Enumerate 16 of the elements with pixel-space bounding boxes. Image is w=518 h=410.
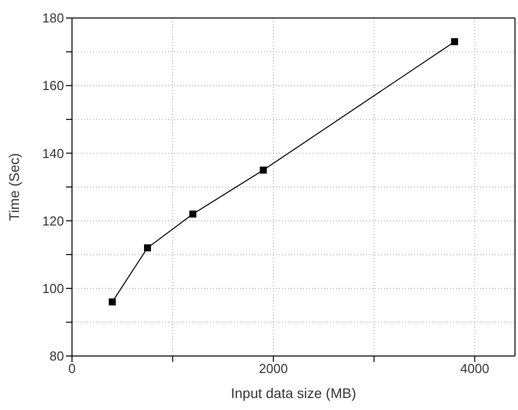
x-tick-label: 0 (68, 361, 76, 376)
y-tick-label: 80 (50, 348, 64, 364)
point (260, 166, 267, 174)
x-tick-label: 4000 (460, 361, 490, 376)
y-tick-label: 180 (42, 10, 64, 26)
point (189, 210, 196, 218)
point (108, 298, 116, 306)
x-tick-label: 2000 (258, 361, 288, 376)
x-axis-title: Input data size (MB) (230, 385, 356, 401)
y-tick-label: 100 (42, 281, 64, 296)
y-tick-label: 160 (42, 78, 64, 94)
y-tick-label: 120 (42, 213, 64, 228)
point (144, 244, 152, 252)
y-tick-label: 140 (42, 146, 64, 161)
y-axis-title: Time (Sec) (6, 153, 22, 221)
point (451, 38, 458, 46)
